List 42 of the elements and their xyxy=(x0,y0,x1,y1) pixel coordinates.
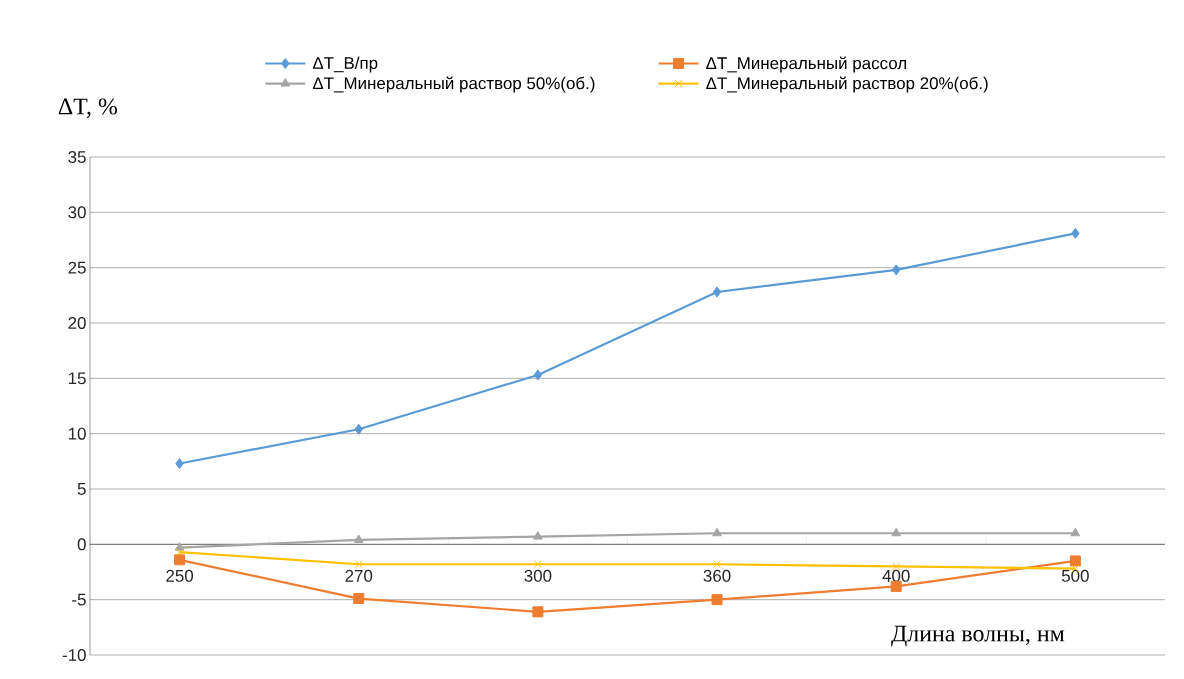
y-tick-label: -5 xyxy=(72,593,86,606)
point xyxy=(533,560,542,569)
y-tick-label: 30 xyxy=(68,206,86,219)
x-tick-label: 270 xyxy=(345,569,373,582)
point xyxy=(711,594,723,606)
x-tick-label: 360 xyxy=(703,569,731,582)
y-tick-label: 20 xyxy=(68,317,86,329)
point xyxy=(891,264,901,276)
x-tick-label: 500 xyxy=(1061,569,1089,582)
y-axis-title: ΔT, % xyxy=(58,98,118,118)
point xyxy=(533,531,543,540)
point xyxy=(175,548,184,557)
y-tick-label: -10 xyxy=(62,649,86,661)
point xyxy=(533,369,543,381)
point xyxy=(891,527,902,537)
point xyxy=(174,554,186,566)
x-tick-label: 400 xyxy=(882,569,910,582)
point xyxy=(532,606,544,618)
point xyxy=(354,423,363,435)
x-tick-label: 250 xyxy=(166,569,194,582)
point xyxy=(175,458,184,470)
point xyxy=(712,286,722,298)
y-tick-label: 5 xyxy=(77,483,86,495)
y-tick-label: 25 xyxy=(68,261,86,274)
x-axis-title: Длина волны, нм xyxy=(891,625,1065,647)
legend-label: ΔT_В/пр xyxy=(312,56,378,73)
x-tick-label: 300 xyxy=(524,569,552,582)
y-tick-label: 15 xyxy=(68,372,86,385)
point xyxy=(1069,555,1081,567)
point xyxy=(1070,527,1081,537)
point xyxy=(1071,227,1080,239)
point xyxy=(353,593,365,605)
point xyxy=(353,534,364,543)
y-tick-label: 10 xyxy=(68,427,86,440)
point xyxy=(713,560,722,569)
y-tick-label: 35 xyxy=(68,151,86,163)
point xyxy=(712,527,722,537)
point xyxy=(354,560,363,569)
legend-label: ΔT_Минеральный раствор 20%(об.) xyxy=(706,76,988,93)
legend-label: ΔT_Минеральный раствор 50%(об.) xyxy=(312,76,595,93)
legend-label: ΔT_Минеральный рассол xyxy=(706,56,907,73)
y-tick-label: 0 xyxy=(77,538,86,551)
